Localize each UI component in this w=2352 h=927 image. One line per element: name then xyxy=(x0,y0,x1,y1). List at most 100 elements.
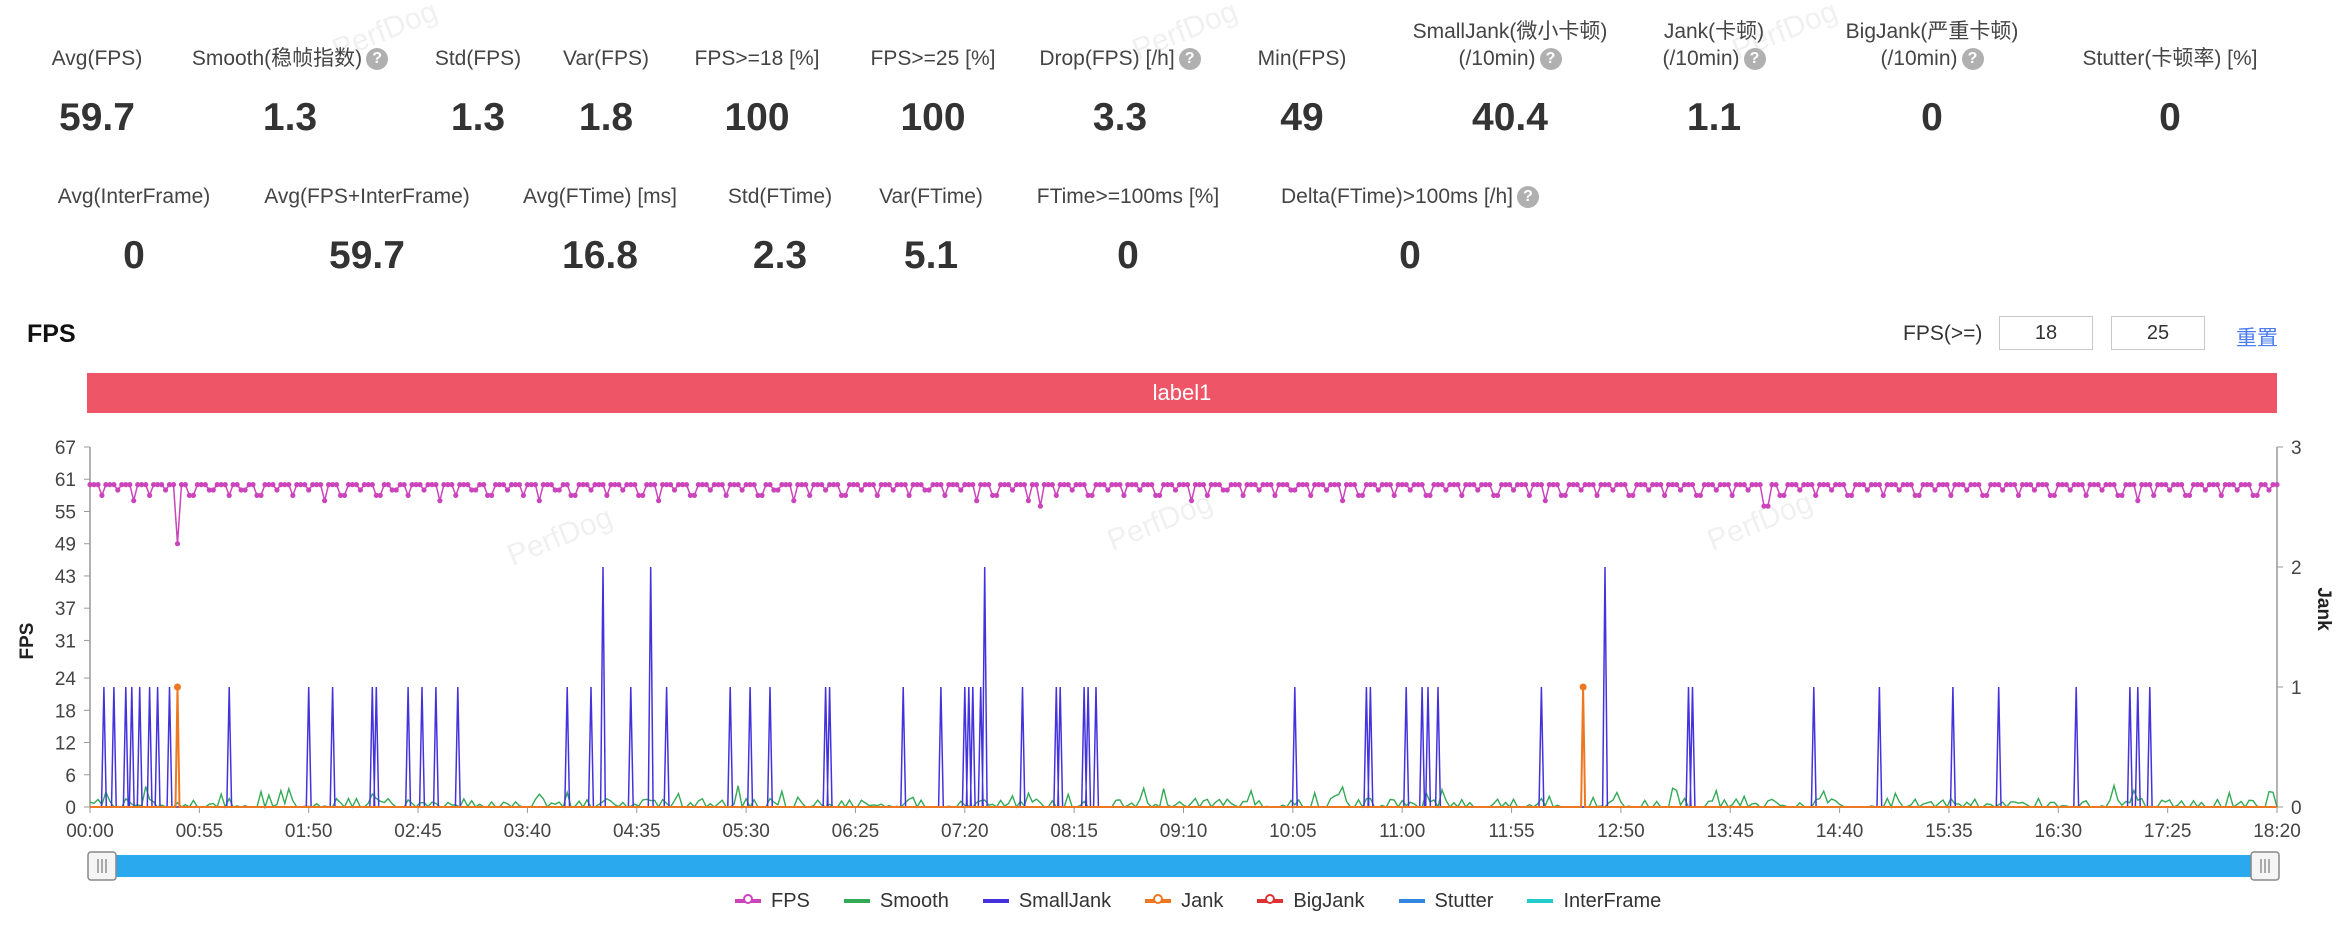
fps-point xyxy=(282,482,288,488)
fps-point xyxy=(1491,492,1497,498)
stat-value: 0 xyxy=(1117,234,1139,277)
fps-point xyxy=(1562,492,1568,498)
fps-point xyxy=(230,482,236,488)
fps-point xyxy=(1666,482,1672,488)
fps-point xyxy=(1904,482,1910,488)
fps-point xyxy=(572,492,578,498)
fps-point xyxy=(799,482,805,488)
fps-point xyxy=(508,482,515,488)
legend-item-smalljank[interactable]: SmallJank xyxy=(982,890,1111,913)
fps-point xyxy=(1479,482,1485,488)
stat-label: Var(FTime) xyxy=(879,185,983,208)
fps-point xyxy=(1216,482,1222,488)
help-icon[interactable]: ? xyxy=(1517,186,1540,209)
fps-point xyxy=(1304,482,1310,488)
fps-point xyxy=(1940,482,1946,488)
legend-item-jank[interactable]: Jank xyxy=(1145,890,1223,913)
fps-point xyxy=(2246,482,2252,488)
x-tick-label: 00:55 xyxy=(176,821,224,842)
fps-point xyxy=(449,482,455,488)
fps-point xyxy=(473,487,479,493)
fps-point xyxy=(170,482,177,488)
x-tick-label: 12:50 xyxy=(1597,821,1645,842)
fps-point xyxy=(2250,492,2256,498)
fps-point xyxy=(632,482,638,488)
fps-point xyxy=(580,482,586,488)
fps-threshold-low-input[interactable] xyxy=(1999,316,2093,350)
fps-point xyxy=(1153,492,1159,498)
fps-point xyxy=(854,482,861,488)
fps-point xyxy=(2202,487,2208,493)
fps-point xyxy=(2051,492,2057,498)
fps-point xyxy=(111,482,117,488)
fps-point xyxy=(1924,482,1930,488)
fps-point xyxy=(2151,492,2157,498)
fps-point xyxy=(1900,482,1906,488)
fps-point xyxy=(1077,482,1083,488)
fps-point xyxy=(1208,482,1214,488)
help-icon[interactable]: ? xyxy=(1743,48,1766,71)
help-icon[interactable]: ? xyxy=(1539,48,1562,71)
stat-fps-18: FPS>=18 [%] 100 xyxy=(607,45,907,139)
fps-point xyxy=(242,487,248,493)
legend-item-stutter[interactable]: Stutter xyxy=(1398,890,1493,913)
fps-point xyxy=(759,492,765,498)
fps-point xyxy=(1073,482,1079,488)
legend-item-fps[interactable]: FPS xyxy=(735,890,810,913)
stat-avg-fps-interframe: Avg(FPS+InterFrame) 59.7 xyxy=(217,183,517,277)
y2-tick-label: 1 xyxy=(2291,678,2302,699)
fps-point xyxy=(771,487,777,493)
legend-item-bigjank[interactable]: BigJank xyxy=(1257,890,1365,913)
legend-item-interframe[interactable]: InterFrame xyxy=(1527,890,1661,913)
fps-point xyxy=(966,482,972,488)
y-tick-label: 6 xyxy=(65,766,76,787)
time-range-slider[interactable] xyxy=(87,851,2280,881)
fps-point xyxy=(1495,492,1501,498)
fps-point xyxy=(986,482,992,488)
fps-point xyxy=(679,482,686,488)
help-icon[interactable]: ? xyxy=(1178,48,1201,71)
fps-point xyxy=(1948,492,1954,498)
help-icon[interactable]: ? xyxy=(366,48,389,71)
y-tick-label: 0 xyxy=(65,798,76,819)
legend-item-smooth[interactable]: Smooth xyxy=(843,890,949,913)
fps-point xyxy=(862,482,869,488)
fps-point xyxy=(1129,482,1135,488)
fps-point xyxy=(552,487,558,493)
fps-point xyxy=(326,482,332,488)
fps-point xyxy=(1765,503,1771,509)
label-bar[interactable]: label1 xyxy=(87,373,2277,413)
fps-point xyxy=(258,492,264,498)
fps-point xyxy=(182,482,188,488)
reset-link[interactable]: 重置 xyxy=(2236,327,2278,350)
fps-point xyxy=(270,482,276,488)
fps-point xyxy=(298,482,304,488)
fps-threshold-high-input[interactable] xyxy=(2111,316,2205,350)
stat-value: 3.3 xyxy=(1092,96,1148,139)
fps-point xyxy=(1697,492,1703,498)
fps-point xyxy=(1856,482,1863,488)
fps-point xyxy=(234,482,240,488)
help-icon[interactable]: ? xyxy=(1961,48,1984,71)
fps-point xyxy=(1916,492,1922,498)
fps-point xyxy=(421,487,427,493)
stat-value: 5.1 xyxy=(903,234,959,277)
fps-point xyxy=(2163,482,2169,488)
x-tick-label: 11:00 xyxy=(1379,821,1425,842)
fps-point xyxy=(1618,482,1624,488)
fps-point xyxy=(1793,482,1799,488)
fps-point xyxy=(1383,482,1389,488)
fps-point xyxy=(1801,482,1807,488)
fps-point xyxy=(608,482,614,488)
legend-label: InterFrame xyxy=(1563,889,1662,912)
fps-point xyxy=(520,492,527,498)
fps-point xyxy=(2027,482,2034,488)
chart-legend: FPS Smooth SmallJank Jank BigJank Stutter Inte… xyxy=(735,888,1695,914)
fps-point xyxy=(743,482,749,488)
fps-point xyxy=(1749,482,1755,488)
fps-point xyxy=(540,482,546,488)
fps-point xyxy=(2103,482,2109,488)
stat-value: 1.8 xyxy=(578,96,634,139)
fps-point xyxy=(954,482,960,488)
